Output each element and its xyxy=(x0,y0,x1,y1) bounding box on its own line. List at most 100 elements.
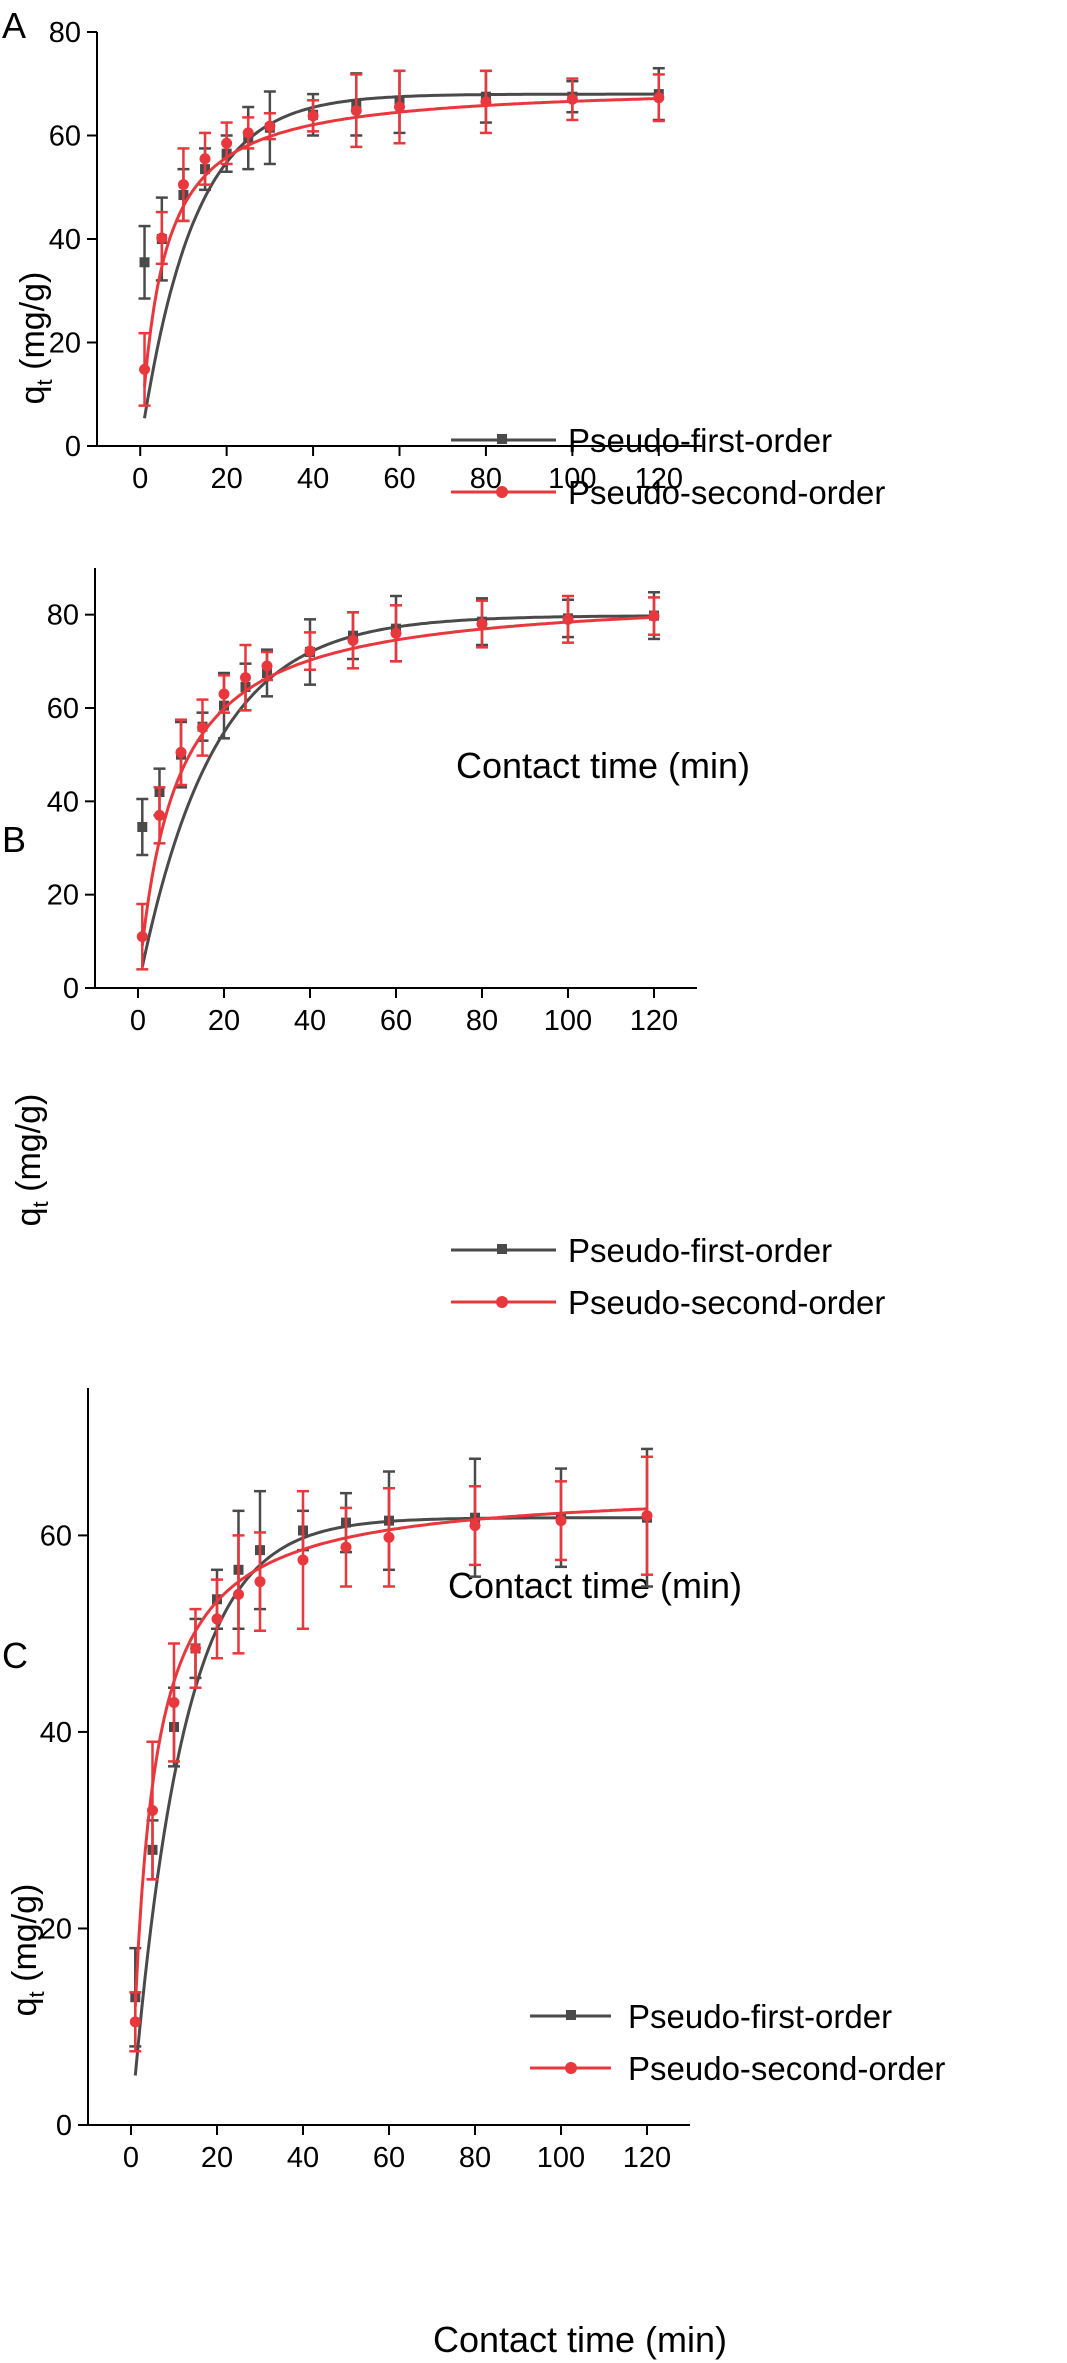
panel-b-label: B xyxy=(2,819,26,860)
panel-a-y-tick-label: 20 xyxy=(49,328,81,360)
panel-c-pso-point xyxy=(254,1576,266,1588)
panel-a-x-tick-label: 100 xyxy=(548,463,596,495)
panel-c-ylabel-q: q xyxy=(6,1997,44,2016)
panel-a-pso-point xyxy=(480,96,492,108)
panel-b-pso-point xyxy=(648,610,660,622)
panel-c-pso-point xyxy=(297,1554,309,1566)
panel-a-pso-point xyxy=(156,232,168,244)
panel-b-pso-point xyxy=(218,688,230,700)
panel-a-y-tick-label: 60 xyxy=(49,121,81,153)
panel-b-pso-point xyxy=(136,931,148,943)
panel-b-y-tick-label: 20 xyxy=(47,880,79,912)
panel-c-x-tick-label: 40 xyxy=(287,2142,319,2174)
panel-b-ylabel: qt (mg/g) xyxy=(10,1094,53,1227)
panel-a-x-tick-label: 60 xyxy=(383,463,415,495)
panel-b-x-tick-label: 100 xyxy=(544,1005,592,1037)
panel-b-pso-point xyxy=(476,618,488,630)
panel-c-ylabel-t: t xyxy=(24,1991,49,1997)
panel-c-ylabel-unit: (mg/g) xyxy=(6,1884,44,1992)
panel-a-pso-point xyxy=(139,363,151,375)
panel-c: C 0 20 40 60 80 100 120 0 20 40 60 Contact time (m… xyxy=(2,1388,945,2360)
panel-c-legend: Pseudo-first-order Pseudo-second-order xyxy=(530,1998,945,2087)
panel-c-legend-pso-label: Pseudo-second-order xyxy=(628,2050,945,2087)
panel-a-pso-point xyxy=(242,127,254,139)
panel-a-legend-pfo-label: Pseudo-first-order xyxy=(568,422,832,459)
panel-a-pso-point xyxy=(307,110,319,122)
panel-a-legend-pfo-marker xyxy=(497,434,507,444)
panel-c-x-tick-label: 20 xyxy=(201,2142,233,2174)
panel-b-pfo-point xyxy=(137,822,148,832)
panel-a-legend-pso-marker xyxy=(496,486,508,498)
panel-c-pso-point xyxy=(641,1510,653,1522)
panel-b-x-tick-label: 60 xyxy=(380,1005,412,1037)
panel-a-pso-point xyxy=(177,179,189,191)
panel-a-x-tick-label: 20 xyxy=(211,463,243,495)
panel-c-pso-point xyxy=(190,1642,201,1654)
panel-a-label: A xyxy=(2,5,26,46)
panel-c-pso-point xyxy=(555,1515,567,1527)
panel-a-y-tick-label: 0 xyxy=(65,431,81,463)
panel-b-ylabel-t: t xyxy=(28,1201,53,1207)
panel-c-y-tick-label: 0 xyxy=(56,2110,72,2142)
panel-a-pso-point xyxy=(264,120,276,132)
panel-a-ylabel-q: q xyxy=(14,385,52,404)
panel-b-y-tick-label: 0 xyxy=(63,973,79,1005)
panel-a-legend-pso-label: Pseudo-second-order xyxy=(568,474,885,511)
panel-b-x-tick-label: 80 xyxy=(466,1005,498,1037)
panel-b-legend: Pseudo-first-order Pseudo-second-order xyxy=(451,1232,885,1321)
panel-c-x-tick-label: 80 xyxy=(459,2142,491,2174)
panel-b-legend-pso-label: Pseudo-second-order xyxy=(568,1284,885,1321)
panel-a-pso-point xyxy=(394,101,405,113)
panel-b-y-tick-label: 80 xyxy=(47,600,79,632)
panel-a-x-tick-label: 120 xyxy=(635,463,683,495)
panel-c-pso-point xyxy=(147,1805,158,1817)
panel-b-pso-point xyxy=(197,722,208,734)
panel-c-x-tick-label: 60 xyxy=(373,2142,405,2174)
panel-c-legend-pfo-marker xyxy=(566,2010,576,2020)
panel-b-pfo-fit-line xyxy=(140,614,654,968)
panel-a-x-tick-label: 0 xyxy=(132,463,148,495)
panel-b-x-tick-label: 0 xyxy=(130,1005,146,1037)
panel-a-ylabel: qt (mg/g) xyxy=(14,272,57,405)
panel-c-x-tick-label: 120 xyxy=(623,2142,671,2174)
panel-b-x-tick-label: 40 xyxy=(294,1005,326,1037)
panel-a-xlabel: Contact time (min) xyxy=(456,745,750,786)
panel-a-y-tick-label: 80 xyxy=(49,17,81,49)
panel-c-legend-pfo-label: Pseudo-first-order xyxy=(628,1998,892,2035)
panel-c-pso-point xyxy=(469,1520,481,1532)
panel-b: B 0 20 40 60 80 100 120 0 20 40 60 80 Contact time … xyxy=(2,568,885,1606)
panel-c-pso-point xyxy=(340,1541,352,1553)
panel-c-x-tick-label: 100 xyxy=(537,2142,585,2174)
panel-b-legend-pfo-label: Pseudo-first-order xyxy=(568,1232,832,1269)
panel-a-pso-point xyxy=(350,105,362,117)
panel-c-ylabel: qt (mg/g) xyxy=(6,1884,49,2017)
panel-c-pso-point xyxy=(168,1696,180,1708)
panel-b-y-tick-label: 40 xyxy=(47,786,79,818)
panel-c-y-tick-label: 40 xyxy=(40,1717,72,1749)
panel-b-pso-point xyxy=(347,634,359,646)
panel-a-pso-point xyxy=(653,92,665,104)
panel-c-x-tick-label: 0 xyxy=(123,2142,139,2174)
panel-a-pfo-point xyxy=(139,257,150,268)
panel-c-pso-point xyxy=(383,1531,395,1543)
panel-b-pso-point xyxy=(261,660,273,672)
panel-c-label: C xyxy=(2,1635,28,1676)
panel-b-xlabel: Contact time (min) xyxy=(448,1565,742,1606)
panel-c-xlabel: Contact time (min) xyxy=(433,2319,727,2360)
panel-b-pso-point xyxy=(562,613,574,625)
panel-b-pso-point xyxy=(240,672,251,684)
panel-c-pso-point xyxy=(233,1588,244,1600)
panel-c-legend-pso-marker xyxy=(565,2062,577,2074)
panel-b-x-tick-label: 20 xyxy=(208,1005,240,1037)
panel-a-pso-point xyxy=(566,93,578,105)
panel-a-y-tick-label: 40 xyxy=(49,224,81,256)
panel-b-ylabel-q: q xyxy=(10,1207,48,1226)
panel-a-legend: Pseudo-first-order Pseudo-second-order xyxy=(451,422,885,511)
panel-b-legend-pfo-marker xyxy=(497,1244,507,1254)
panel-c-pso-point xyxy=(211,1613,223,1625)
panel-b-y-tick-label: 60 xyxy=(47,693,79,725)
panel-a: A 0 20 40 60 80 100 120 0 20 40 60 80 Contact time … xyxy=(2,5,885,786)
panel-b-pso-point xyxy=(154,809,165,821)
panel-a-x-tick-label: 40 xyxy=(297,463,329,495)
